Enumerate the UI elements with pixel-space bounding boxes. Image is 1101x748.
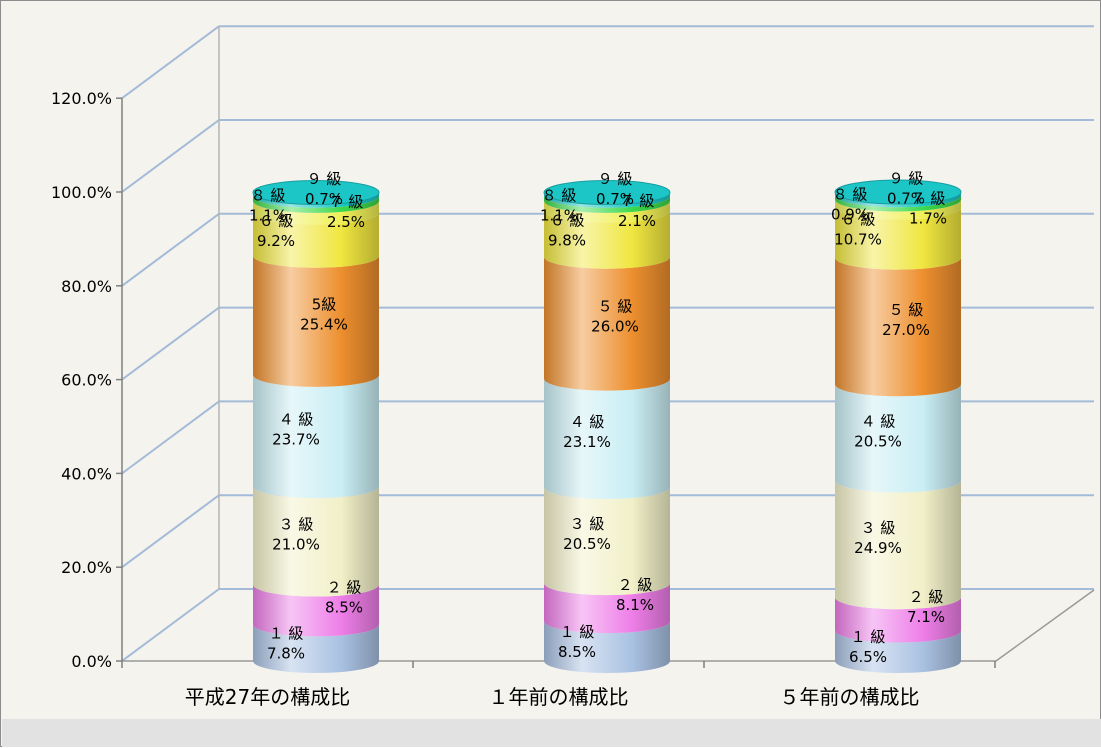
bar-segment <box>544 621 671 673</box>
data-label: ２ 級 8.1% <box>616 576 654 614</box>
bar-segment <box>253 486 379 597</box>
bar-segment <box>544 583 671 634</box>
data-label: １ 級 6.5% <box>849 628 887 666</box>
x-tick-label: 平成27年の構成比 <box>185 685 350 709</box>
bar-segment <box>835 257 962 397</box>
y-tick-label: 60.0% <box>61 371 112 390</box>
gridline-depth <box>121 588 220 662</box>
data-label: ９ 級 0.7% <box>887 170 925 208</box>
data-label: ２ 級 8.5% <box>325 578 363 616</box>
data-label: ８ 級 1.1% <box>249 186 287 224</box>
bar-segment <box>253 195 379 213</box>
bar-segment <box>835 199 962 220</box>
data-label: ２ 級 7.1% <box>907 588 945 626</box>
data-label: 5級 25.4% <box>300 295 348 333</box>
bar-segment <box>544 210 671 269</box>
data-label: ４ 級 23.7% <box>272 410 320 448</box>
gridline-depth <box>121 400 220 475</box>
data-label: ５ 級 26.0% <box>591 298 639 336</box>
bar-segment <box>253 255 379 387</box>
bar-segment <box>253 212 379 268</box>
y-tick-label: 120.0% <box>51 89 112 108</box>
data-label: ８ 級 1.1% <box>540 186 578 224</box>
data-label: ７ 級 1.7% <box>909 189 947 227</box>
bar-top-cap <box>543 179 671 205</box>
bar-segment <box>835 384 962 493</box>
bar-segment <box>544 256 671 391</box>
data-label: ６ 級 9.2% <box>257 212 295 250</box>
y-tick-label: 100.0% <box>51 183 112 202</box>
bar-segment <box>253 374 379 499</box>
data-label: ３ 級 21.0% <box>272 515 320 553</box>
data-label: ３ 級 20.5% <box>563 515 611 553</box>
data-label: ４ 級 20.5% <box>854 412 902 450</box>
x-tick-label: ５年前の構成比 <box>780 685 920 709</box>
data-label: ７ 級 2.1% <box>618 192 656 230</box>
bar-segment <box>835 195 962 212</box>
data-label: ８ 級 0.9% <box>831 185 869 223</box>
y-tick-label: 40.0% <box>61 464 112 483</box>
bar-segment <box>544 487 671 596</box>
data-label: ５ 級 27.0% <box>882 301 930 339</box>
gridline-depth <box>121 306 220 381</box>
data-label: ４ 級 23.1% <box>563 413 611 451</box>
bar-segment <box>253 584 379 637</box>
bar-segment <box>253 192 379 208</box>
bar-segment <box>544 200 671 223</box>
data-label: ６ 級 10.7% <box>834 211 882 249</box>
bottom-band <box>2 719 1101 747</box>
gridline-depth <box>121 25 220 100</box>
data-labels: １ 級 7.8% ２ 級 8.5%３ 級 21.0% ４ 級 23.7% 5級 25.4% ６ 級… <box>249 170 947 666</box>
bar-segment <box>544 195 671 213</box>
x-tick-label: １年前の構成比 <box>489 685 629 709</box>
bar-top-cap <box>252 179 380 205</box>
data-label: １ 級 8.5% <box>558 623 596 661</box>
data-label: ６ 級 9.8% <box>548 212 586 250</box>
data-label: １ 級 7.8% <box>267 625 305 663</box>
bar-segment <box>835 630 962 673</box>
bar-segment <box>253 624 379 673</box>
data-label: ９ 級 0.7% <box>596 170 634 208</box>
bar-segment <box>835 480 962 610</box>
y-tick-label: 80.0% <box>61 277 112 296</box>
bar-segment <box>253 200 379 225</box>
gridline-depth <box>121 212 220 287</box>
y-tick-label: 0.0% <box>71 652 112 671</box>
gridline-depth <box>121 119 220 193</box>
bars <box>252 179 962 673</box>
bar-segment <box>544 192 671 208</box>
bar-segment <box>835 192 961 208</box>
data-label: ７ 級 2.5% <box>327 193 365 231</box>
gridline-depth <box>121 494 220 569</box>
data-label: ９ 級 0.7% <box>305 170 343 208</box>
bar-segment <box>835 597 962 643</box>
bar-top-cap <box>834 179 962 205</box>
bar-segment <box>835 207 962 270</box>
data-label: ３ 級 24.9% <box>854 519 902 557</box>
axes: 0.0% 20.0% 40.0% 60.0% 80.0% 100.0% 120.0% 平成27… <box>51 26 1095 709</box>
bar-segment <box>544 378 671 500</box>
y-tick-label: 20.0% <box>61 558 112 577</box>
